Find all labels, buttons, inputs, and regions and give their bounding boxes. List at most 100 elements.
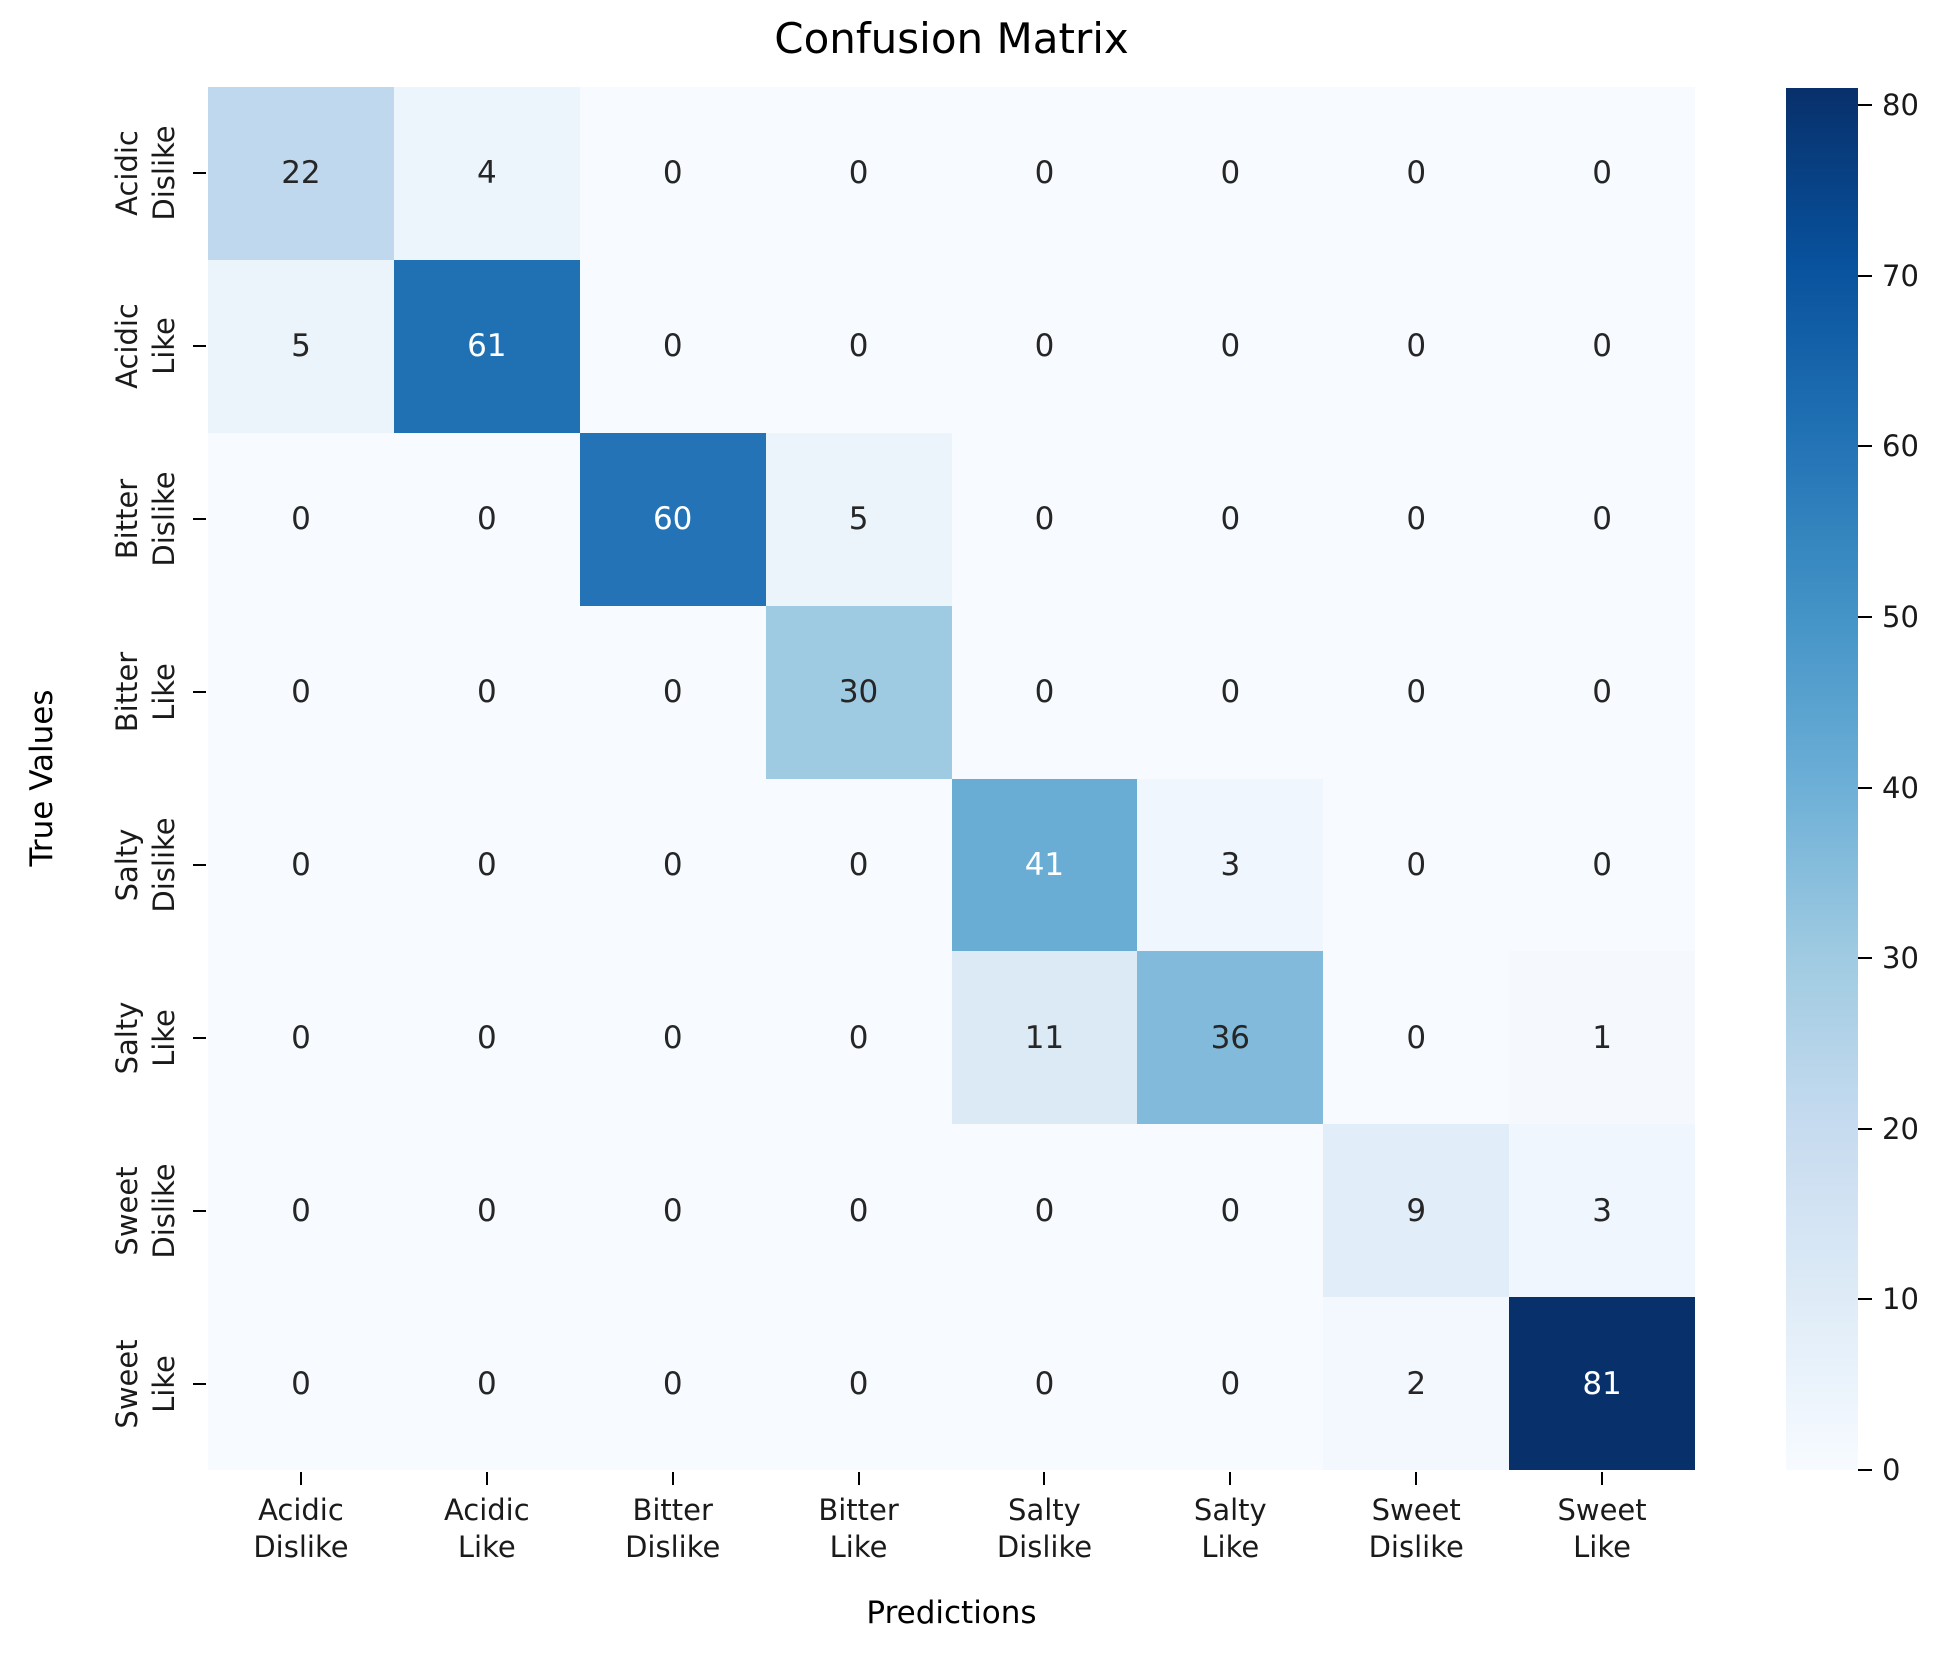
y-tick-mark — [193, 518, 206, 521]
heatmap-cell: 0 — [1137, 259, 1324, 433]
cell-value: 30 — [838, 674, 879, 711]
x-tick-label: Sweet Dislike — [1368, 1493, 1464, 1564]
y-tick-mark — [193, 345, 206, 348]
x-tick-mark — [857, 1472, 860, 1485]
heatmap-cell: 0 — [951, 605, 1138, 779]
cell-value: 0 — [1220, 674, 1241, 711]
heatmap-cell: 0 — [393, 1297, 580, 1470]
heatmap-cell: 0 — [765, 1124, 952, 1298]
y-tick-mark — [193, 863, 206, 866]
colorbar-tick-label: 80 — [1882, 88, 1919, 123]
cell-value: 0 — [662, 1019, 683, 1056]
cell-value: 0 — [1592, 328, 1612, 365]
colorbar-tick-mark — [1858, 1127, 1872, 1130]
colorbar-tick-mark — [1858, 445, 1872, 448]
cell-value: 0 — [476, 1192, 497, 1229]
cell-value: 0 — [848, 846, 869, 883]
cell-value: 0 — [1406, 1019, 1427, 1056]
x-tick-mark — [671, 1472, 674, 1485]
cell-value: 0 — [1034, 328, 1055, 365]
cell-value: 0 — [291, 1019, 311, 1056]
heatmap-cell: 0 — [1323, 432, 1510, 606]
cell-value: 0 — [662, 328, 683, 365]
x-tick-label: Acidic Dislike — [253, 1493, 349, 1564]
colorbar-tick-label: 30 — [1882, 941, 1919, 976]
cell-value: 0 — [1034, 1365, 1055, 1402]
cell-value: 5 — [848, 501, 869, 538]
cell-value: 81 — [1582, 1365, 1622, 1402]
y-tick-label: Acidic Like — [110, 303, 181, 390]
x-tick-label: Sweet Like — [1557, 1493, 1647, 1564]
colorbar-tick-mark — [1858, 1298, 1872, 1301]
heatmap-cell: 41 — [951, 778, 1138, 952]
heatmap-cell: 0 — [951, 432, 1138, 606]
colorbar-tick-label: 50 — [1882, 599, 1919, 634]
x-tick-label: Salty Like — [1193, 1493, 1267, 1564]
cell-value: 3 — [1592, 1192, 1612, 1229]
heatmap-cell: 0 — [1323, 951, 1510, 1125]
heatmap-cell: 0 — [1509, 259, 1695, 433]
cell-value: 0 — [1592, 155, 1612, 192]
heatmap-cell: 0 — [579, 259, 766, 433]
y-tick-mark — [193, 1382, 206, 1385]
heatmap-cell: 0 — [1323, 778, 1510, 952]
cell-value: 0 — [662, 674, 683, 711]
heatmap-cell: 5 — [208, 259, 394, 433]
heatmap-cell: 3 — [1509, 1124, 1695, 1298]
cell-value: 0 — [848, 1365, 869, 1402]
colorbar-tick-label: 70 — [1882, 258, 1919, 293]
cell-value: 0 — [1220, 1192, 1241, 1229]
heatmap-cell: 60 — [579, 432, 766, 606]
cell-value: 0 — [1406, 674, 1427, 711]
heatmap-cell: 0 — [1509, 432, 1695, 606]
heatmap-cell: 0 — [208, 951, 394, 1125]
heatmap-cell: 0 — [579, 605, 766, 779]
cell-value: 0 — [848, 1019, 869, 1056]
heatmap-cell: 0 — [1137, 605, 1324, 779]
heatmap-cell: 0 — [1137, 432, 1324, 606]
heatmap-cell: 0 — [951, 259, 1138, 433]
heatmap-cell: 61 — [393, 259, 580, 433]
cell-value: 0 — [1592, 846, 1612, 883]
colorbar-tick-label: 60 — [1882, 429, 1919, 464]
cell-value: 0 — [1406, 328, 1427, 365]
colorbar-tick-label: 10 — [1882, 1282, 1919, 1317]
heatmap-cell: 2 — [1323, 1297, 1510, 1470]
cell-value: 0 — [1220, 328, 1241, 365]
cell-value: 36 — [1210, 1019, 1251, 1056]
heatmap-cell: 0 — [393, 778, 580, 952]
cell-value: 0 — [291, 501, 311, 538]
y-tick-label: Bitter Dislike — [110, 471, 181, 567]
cell-value: 0 — [1034, 501, 1055, 538]
heatmap-cell: 30 — [765, 605, 952, 779]
colorbar-tick-mark — [1858, 274, 1872, 277]
cell-value: 0 — [291, 1365, 311, 1402]
heatmap-cell: 0 — [393, 1124, 580, 1298]
x-tick-mark — [299, 1472, 302, 1485]
cell-value: 0 — [1220, 155, 1241, 192]
heatmap-cell: 9 — [1323, 1124, 1510, 1298]
colorbar-tick-mark — [1858, 957, 1872, 960]
heatmap-cell: 36 — [1137, 951, 1324, 1125]
heatmap-cell: 0 — [765, 778, 952, 952]
heatmap-cell: 0 — [1509, 605, 1695, 779]
heatmap-cell: 0 — [765, 951, 952, 1125]
heatmap-cell: 5 — [765, 432, 952, 606]
x-tick-mark — [1043, 1472, 1046, 1485]
heatmap-cell: 0 — [393, 605, 580, 779]
cell-value: 0 — [1406, 846, 1427, 883]
cell-value: 0 — [1220, 1365, 1241, 1402]
heatmap-cell: 0 — [1323, 87, 1510, 260]
heatmap-cell: 0 — [951, 1124, 1138, 1298]
heatmap-cell: 0 — [208, 1124, 394, 1298]
colorbar-tick-label: 40 — [1882, 770, 1919, 805]
x-axis-label: Predictions — [866, 1595, 1037, 1631]
cell-value: 0 — [291, 846, 311, 883]
x-tick-mark — [1601, 1472, 1604, 1485]
y-tick-label: Salty Dislike — [110, 817, 181, 913]
y-axis-label: True Values — [24, 689, 60, 867]
colorbar-tick-mark — [1858, 615, 1872, 618]
cell-value: 3 — [1220, 846, 1241, 883]
heatmap-cell: 0 — [579, 778, 766, 952]
heatmap-cell: 22 — [208, 87, 394, 260]
